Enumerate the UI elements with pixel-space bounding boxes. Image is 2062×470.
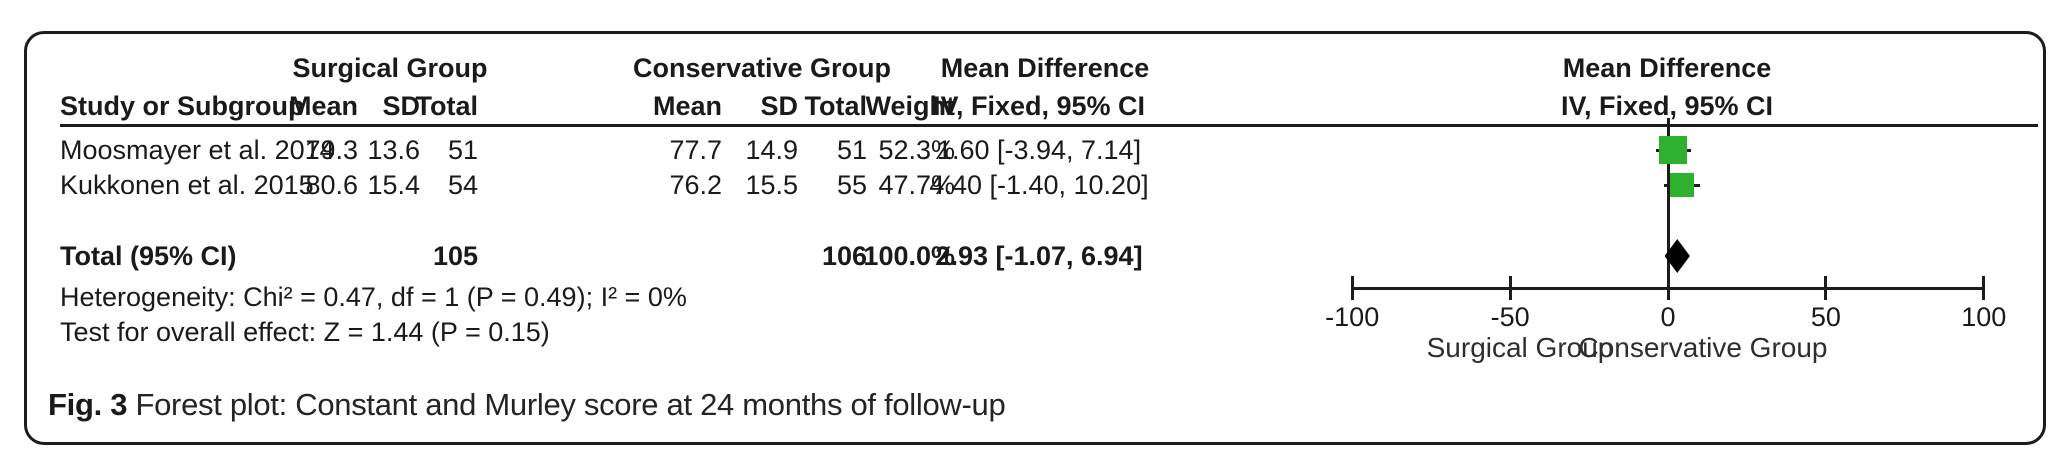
- axis-tick-label: 100: [1961, 302, 2007, 332]
- table-row-kukkonen: Kukkonen et al. 2015 80.6 15.4 54 76.2 1…: [60, 168, 1149, 202]
- ci-text: 4.40 [-1.40, 10.20]: [929, 170, 1149, 200]
- axis-label-left: Surgical Group: [1426, 332, 1614, 363]
- total-weight: 100.0%: [863, 241, 955, 271]
- header-mean-difference-right: Mean Difference: [1562, 53, 1772, 83]
- caption-label: Fig. 3: [48, 387, 128, 422]
- header-mean-difference-left: Mean Difference: [940, 53, 1150, 83]
- col-weight: Weight: [865, 91, 956, 121]
- conservative-total: 55: [836, 170, 867, 200]
- axis-tick-label: -50: [1490, 302, 1530, 332]
- conservative-sd: 15.5: [745, 170, 798, 200]
- study-marker: [1669, 173, 1694, 197]
- col-surgical-sd: SD: [382, 91, 420, 121]
- conservative-sd: 14.9: [745, 135, 798, 165]
- axis-tick: [1824, 276, 1828, 300]
- total-conservative-total: 106: [821, 241, 867, 271]
- conservative-mean: 76.2: [669, 170, 722, 200]
- ci-text: 1.60 [-3.94, 7.14]: [936, 135, 1142, 165]
- col-surgical-total: Total: [415, 91, 479, 121]
- table-row-moosmayer: Moosmayer et al. 2014 79.3 13.6 51 77.7 …: [60, 133, 1141, 167]
- axis-tick: [1508, 276, 1512, 300]
- surgical-total: 51: [447, 135, 478, 165]
- figure-border: [24, 31, 2046, 445]
- weight: 52.3%: [878, 135, 955, 165]
- axis-tick: [1350, 276, 1354, 300]
- table-row-total: Total (95% CI) 105 106 100.0% 2.93 [-1.0…: [60, 239, 1143, 273]
- surgical-mean: 80.6: [305, 170, 358, 200]
- header-rule: [60, 124, 2038, 127]
- study-label: Kukkonen et al. 2015: [60, 170, 314, 200]
- total-label: Total (95% CI): [60, 241, 237, 271]
- conservative-total: 51: [836, 135, 867, 165]
- axis-tick-label: 50: [1810, 302, 1841, 332]
- conservative-mean: 77.7: [669, 135, 722, 165]
- col-conservative-total: Total: [804, 91, 868, 121]
- axis-tick: [1982, 276, 1986, 300]
- header-surgical-group: Surgical Group: [292, 53, 488, 83]
- axis-tick-label: -100: [1325, 302, 1380, 332]
- col-study: Study or Subgroup: [60, 91, 305, 121]
- overall-effect-text: Test for overall effect: Z = 1.44 (P = 0…: [60, 317, 550, 347]
- header-conservative-group: Conservative Group: [632, 53, 892, 83]
- study-label: Moosmayer et al. 2014: [60, 135, 335, 165]
- caption-text: Forest plot: Constant and Murley score a…: [135, 387, 1006, 422]
- col-ci-left: IV, Fixed, 95% CI: [932, 91, 1146, 121]
- header-ci-right: IV, Fixed, 95% CI: [1560, 91, 1774, 121]
- heterogeneity-text: Heterogeneity: Chi² = 0.47, df = 1 (P = …: [60, 282, 687, 312]
- figure-caption: Fig. 3 Forest plot: Constant and Murley …: [48, 387, 1006, 423]
- total-ci-text: 2.93 [-1.07, 6.94]: [935, 241, 1143, 271]
- col-conservative-sd: SD: [760, 91, 798, 121]
- total-surgical-total: 105: [432, 241, 478, 271]
- surgical-total: 54: [447, 170, 478, 200]
- col-conservative-mean: Mean: [652, 91, 722, 121]
- axis-tick-label: 0: [1660, 302, 1676, 332]
- axis-label-right: Conservative Group: [1578, 332, 1828, 363]
- surgical-sd: 13.6: [367, 135, 420, 165]
- zero-line: [1666, 118, 1670, 300]
- weight: 47.7%: [878, 170, 955, 200]
- surgical-mean: 79.3: [305, 135, 358, 165]
- surgical-sd: 15.4: [367, 170, 420, 200]
- col-surgical-mean: Mean: [288, 91, 358, 121]
- axis-tick: [1666, 276, 1670, 300]
- column-header-row: Study or Subgroup Mean SD Total Mean SD …: [60, 89, 1145, 123]
- study-marker: [1659, 136, 1688, 164]
